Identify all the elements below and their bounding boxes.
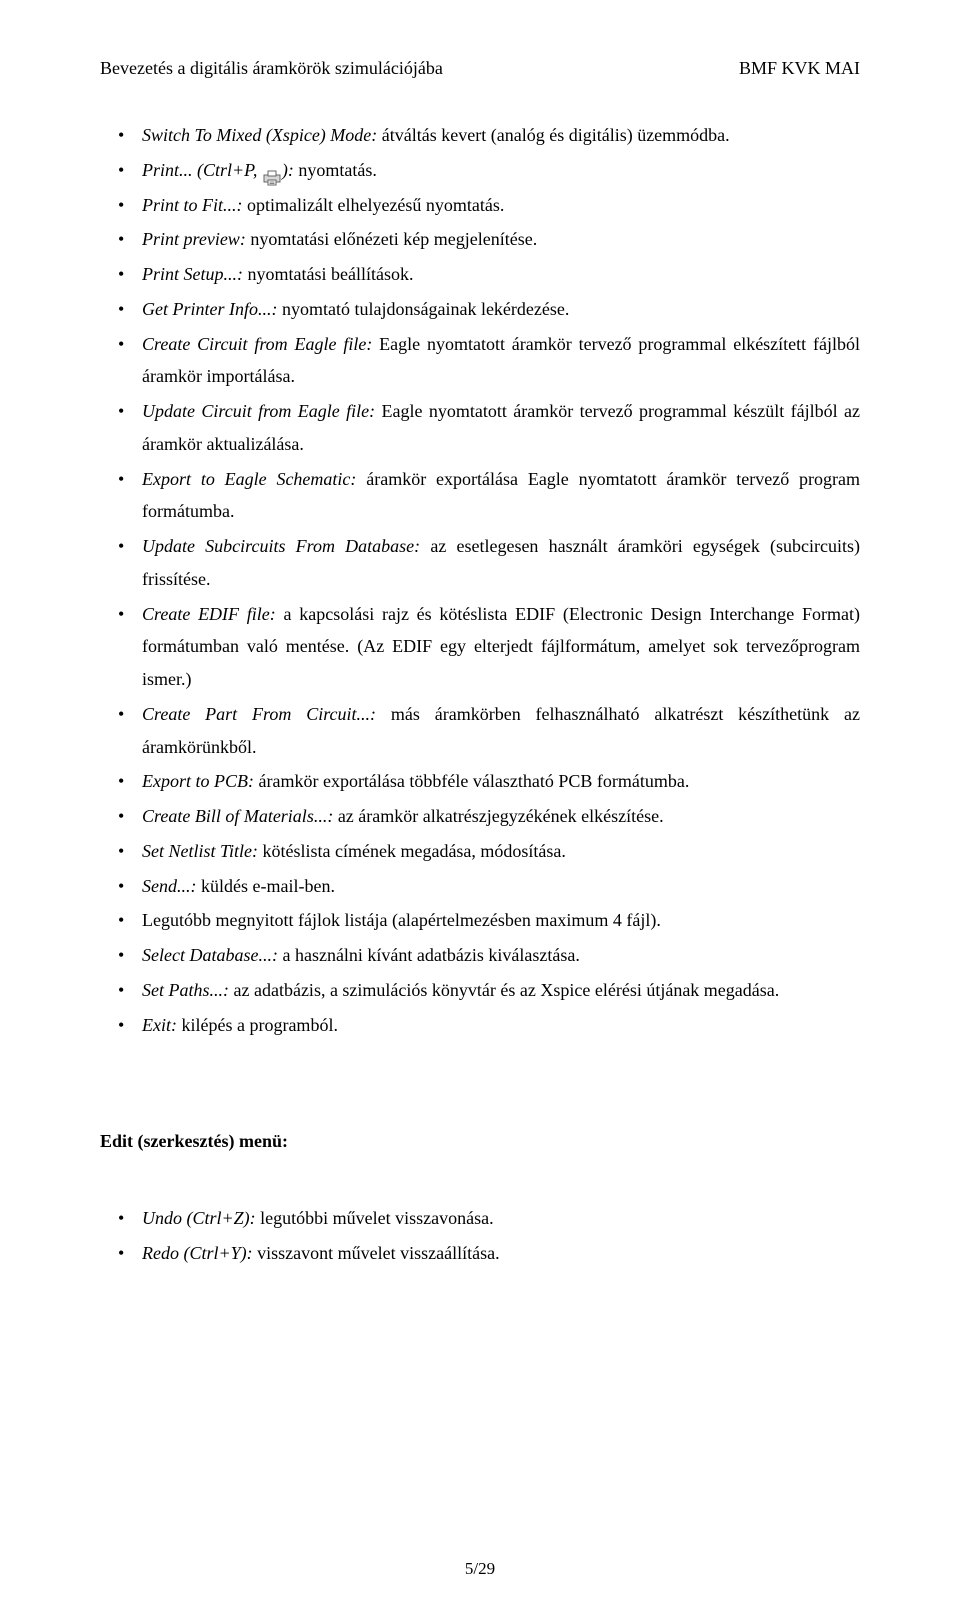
main-item: Print... (Ctrl+P, ): nyomtatás. xyxy=(118,154,860,187)
edit-item-text: visszavont művelet visszaállítása. xyxy=(253,1243,500,1263)
main-item-lead: Switch To Mixed (Xspice) Mode: xyxy=(142,125,377,145)
main-item: Print preview: nyomtatási előnézeti kép … xyxy=(118,223,860,256)
main-item: Create EDIF file: a kapcsolási rajz és k… xyxy=(118,598,860,696)
main-item-lead: Create Circuit from Eagle file: xyxy=(142,334,372,354)
main-item-text: áramkör exportálása többféle választható… xyxy=(254,771,689,791)
main-item-lead: Select Database...: xyxy=(142,945,278,965)
main-item-text: nyomtatás. xyxy=(294,160,377,180)
edit-item: Redo (Ctrl+Y): visszavont művelet vissza… xyxy=(118,1237,860,1270)
main-item-lead: Update Circuit from Eagle file: xyxy=(142,401,375,421)
main-bullet-list: Switch To Mixed (Xspice) Mode: átváltás … xyxy=(118,119,860,1041)
main-item-text: nyomtatási beállítások. xyxy=(243,264,413,284)
main-item-text: kötéslista címének megadása, módosítása. xyxy=(258,841,566,861)
section-heading-edit: Edit (szerkesztés) menü: xyxy=(100,1131,860,1152)
main-item-text: küldés e-mail-ben. xyxy=(196,876,334,896)
main-item: Set Netlist Title: kötéslista címének me… xyxy=(118,835,860,868)
printer-icon xyxy=(263,164,281,180)
edit-item-lead: Undo (Ctrl+Z): xyxy=(142,1208,256,1228)
edit-bullet-list: Undo (Ctrl+Z): legutóbbi művelet visszav… xyxy=(118,1202,860,1270)
main-item-text: Legutóbb megnyitott fájlok listája (alap… xyxy=(142,910,661,930)
main-item-text: az áramkör alkatrészjegyzékének elkészít… xyxy=(333,806,663,826)
main-item-lead: Update Subcircuits From Database: xyxy=(142,536,420,556)
main-item: Create Part From Circuit...: más áramkör… xyxy=(118,698,860,764)
main-item-lead: Create EDIF file: xyxy=(142,604,276,624)
main-item: Exit: kilépés a programból. xyxy=(118,1009,860,1042)
main-item: Update Subcircuits From Database: az ese… xyxy=(118,530,860,596)
edit-item-text: legutóbbi művelet visszavonása. xyxy=(256,1208,494,1228)
main-item-text: a használni kívánt adatbázis kiválasztás… xyxy=(278,945,580,965)
main-item: Update Circuit from Eagle file: Eagle ny… xyxy=(118,395,860,461)
main-item-lead: Set Paths...: xyxy=(142,980,229,1000)
page-header: Bevezetés a digitális áramkörök szimulác… xyxy=(100,58,860,79)
main-item-lead: Get Printer Info...: xyxy=(142,299,277,319)
main-item-lead: ): xyxy=(282,160,294,180)
main-item-lead: Create Part From Circuit...: xyxy=(142,704,376,724)
main-item-text: az adatbázis, a szimulációs könyvtár és … xyxy=(229,980,779,1000)
main-item: Legutóbb megnyitott fájlok listája (alap… xyxy=(118,904,860,937)
main-item: Print Setup...: nyomtatási beállítások. xyxy=(118,258,860,291)
main-item-lead: Set Netlist Title: xyxy=(142,841,258,861)
header-right: BMF KVK MAI xyxy=(739,58,860,79)
main-item-lead: Export to Eagle Schematic: xyxy=(142,469,356,489)
main-item: Switch To Mixed (Xspice) Mode: átváltás … xyxy=(118,119,860,152)
main-item-lead: Print to Fit...: xyxy=(142,195,243,215)
main-item: Export to PCB: áramkör exportálása többf… xyxy=(118,765,860,798)
main-item: Send...: küldés e-mail-ben. xyxy=(118,870,860,903)
main-item: Create Circuit from Eagle file: Eagle ny… xyxy=(118,328,860,394)
edit-item-lead: Redo (Ctrl+Y): xyxy=(142,1243,253,1263)
main-item: Select Database...: a használni kívánt a… xyxy=(118,939,860,972)
main-item-text: átváltás kevert (analóg és digitális) üz… xyxy=(377,125,729,145)
header-left: Bevezetés a digitális áramkörök szimulác… xyxy=(100,58,443,79)
main-item-lead: Print preview: xyxy=(142,229,246,249)
main-item-lead: Print... (Ctrl+P, xyxy=(142,160,262,180)
main-item-text: nyomtatási előnézeti kép megjelenítése. xyxy=(246,229,537,249)
main-item: Create Bill of Materials...: az áramkör … xyxy=(118,800,860,833)
main-item-text: optimalizált elhelyezésű nyomtatás. xyxy=(243,195,505,215)
main-item-lead: Exit: xyxy=(142,1015,177,1035)
main-item-lead: Print Setup...: xyxy=(142,264,243,284)
main-item-lead: Export to PCB: xyxy=(142,771,254,791)
main-item: Get Printer Info...: nyomtató tulajdonsá… xyxy=(118,293,860,326)
page-number: 5/29 xyxy=(0,1559,960,1579)
main-item: Print to Fit...: optimalizált elhelyezés… xyxy=(118,189,860,222)
page: Bevezetés a digitális áramkörök szimulác… xyxy=(0,0,960,1613)
main-item-lead: Create Bill of Materials...: xyxy=(142,806,333,826)
main-item: Set Paths...: az adatbázis, a szimuláció… xyxy=(118,974,860,1007)
main-item-text: nyomtató tulajdonságainak lekérdezése. xyxy=(277,299,569,319)
edit-item: Undo (Ctrl+Z): legutóbbi művelet visszav… xyxy=(118,1202,860,1235)
main-item-lead: Send...: xyxy=(142,876,196,896)
main-item-text: kilépés a programból. xyxy=(177,1015,338,1035)
main-item: Export to Eagle Schematic: áramkör expor… xyxy=(118,463,860,529)
